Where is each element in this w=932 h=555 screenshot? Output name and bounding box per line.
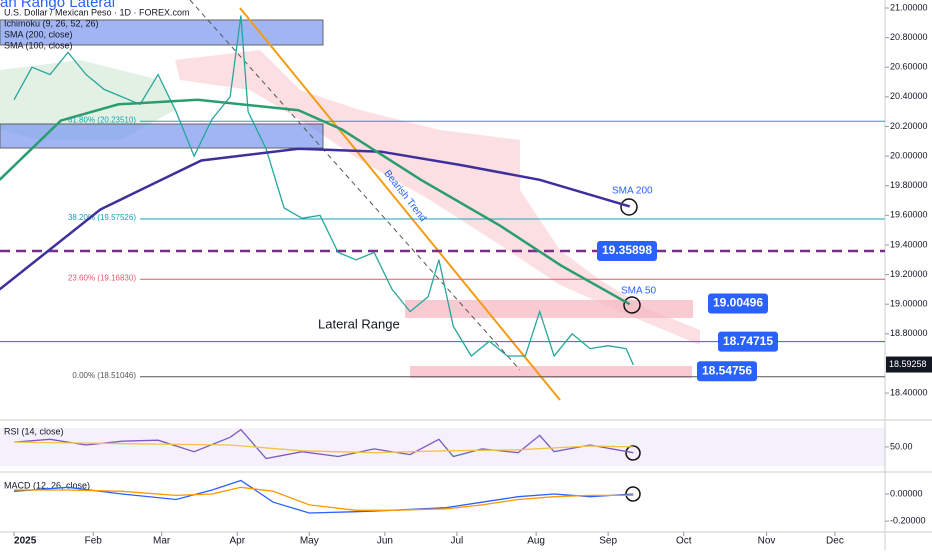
y-tick-label: 50.00 — [890, 441, 913, 451]
x-tick-label: Oct — [676, 536, 692, 547]
current-price: 18.59258 — [889, 359, 927, 369]
level-label: 19.35898 — [602, 243, 652, 257]
y-tick-label: 0.00000 — [890, 488, 923, 498]
indicator-label: Ichimoku (9, 26, 52, 26) — [4, 18, 99, 28]
series-line — [13, 428, 634, 460]
pane-title: MACD (12, 26, close) — [4, 480, 90, 490]
range-box — [0, 19, 324, 46]
x-tick-label: 2025 — [14, 536, 37, 547]
x-tick-label: Mar — [153, 536, 171, 547]
indicator-label: SMA (100, close) — [4, 40, 73, 50]
fib-label: 61.80% (20.23510) — [68, 115, 136, 124]
subtitle: U.S. Dollar / Mexican Peso · 1D · FOREX.… — [4, 7, 190, 17]
y-tick-label: 18.40000 — [890, 387, 928, 397]
y-tick-label: 19.20000 — [890, 269, 928, 279]
y-tick-label: 19.60000 — [890, 210, 928, 220]
y-tick-label: 20.40000 — [890, 91, 928, 101]
fib-label: 38.20% (19.57526) — [68, 213, 136, 222]
x-tick-label: Feb — [85, 536, 103, 547]
x-tick-label: Sep — [599, 536, 617, 547]
marker-circle — [623, 296, 641, 314]
level-label-box — [718, 331, 778, 352]
resistance-zone — [405, 300, 693, 318]
fib-label: 23.60% (19.16830) — [68, 273, 136, 282]
x-tick-label: Dec — [826, 536, 844, 547]
pane-title: RSI (14, close) — [4, 426, 64, 436]
trend-line — [239, 7, 561, 401]
x-tick-label: May — [300, 536, 319, 547]
series-line — [0, 147, 631, 291]
y-tick-label: 20.60000 — [890, 62, 928, 72]
x-tick-label: Nov — [758, 536, 776, 547]
series-line — [13, 479, 634, 514]
y-tick-label: 20.20000 — [890, 121, 928, 131]
indicator-label: SMA (200, close) — [4, 29, 73, 39]
marker-circle — [625, 445, 641, 461]
series-line — [13, 441, 634, 454]
level-label-box — [697, 361, 757, 382]
range-box — [0, 123, 324, 149]
support-zone — [410, 366, 692, 378]
x-tick-label: Jun — [377, 536, 393, 547]
y-tick-label: 19.40000 — [890, 239, 928, 249]
level-label: 18.74715 — [723, 334, 773, 348]
y-tick-label: 19.00000 — [890, 299, 928, 309]
level-label: 19.00496 — [713, 296, 763, 310]
current-price-box — [886, 356, 932, 373]
level-label: 18.54756 — [702, 363, 752, 377]
fib-label: 0.00% (18.51046) — [72, 371, 136, 380]
series-line — [13, 15, 634, 366]
y-tick-label: 18.80000 — [890, 328, 928, 338]
marker-circle — [620, 198, 638, 216]
y-tick-label: 21.00000 — [890, 2, 928, 12]
level-label-box — [597, 241, 657, 262]
annotation: Lateral Range — [318, 316, 400, 331]
series-line — [0, 98, 631, 306]
chart-title: an Rango Lateral — [0, 0, 115, 11]
rsi-band — [0, 428, 885, 466]
y-tick-label: 19.80000 — [890, 180, 928, 190]
x-tick-label: Apr — [229, 536, 245, 547]
ichimoku-cloud — [0, 60, 175, 140]
level-label-box — [708, 293, 768, 314]
y-tick-label: 20.00000 — [890, 150, 928, 160]
x-tick-label: Aug — [527, 536, 545, 547]
series-line — [14, 486, 634, 511]
x-tick-label: Jul — [451, 536, 464, 547]
y-tick-label: -0.20000 — [890, 516, 926, 526]
legend-label: SMA 200 — [612, 186, 653, 197]
y-tick-label: 20.80000 — [890, 32, 928, 42]
legend-label: SMA 50 — [621, 286, 656, 297]
